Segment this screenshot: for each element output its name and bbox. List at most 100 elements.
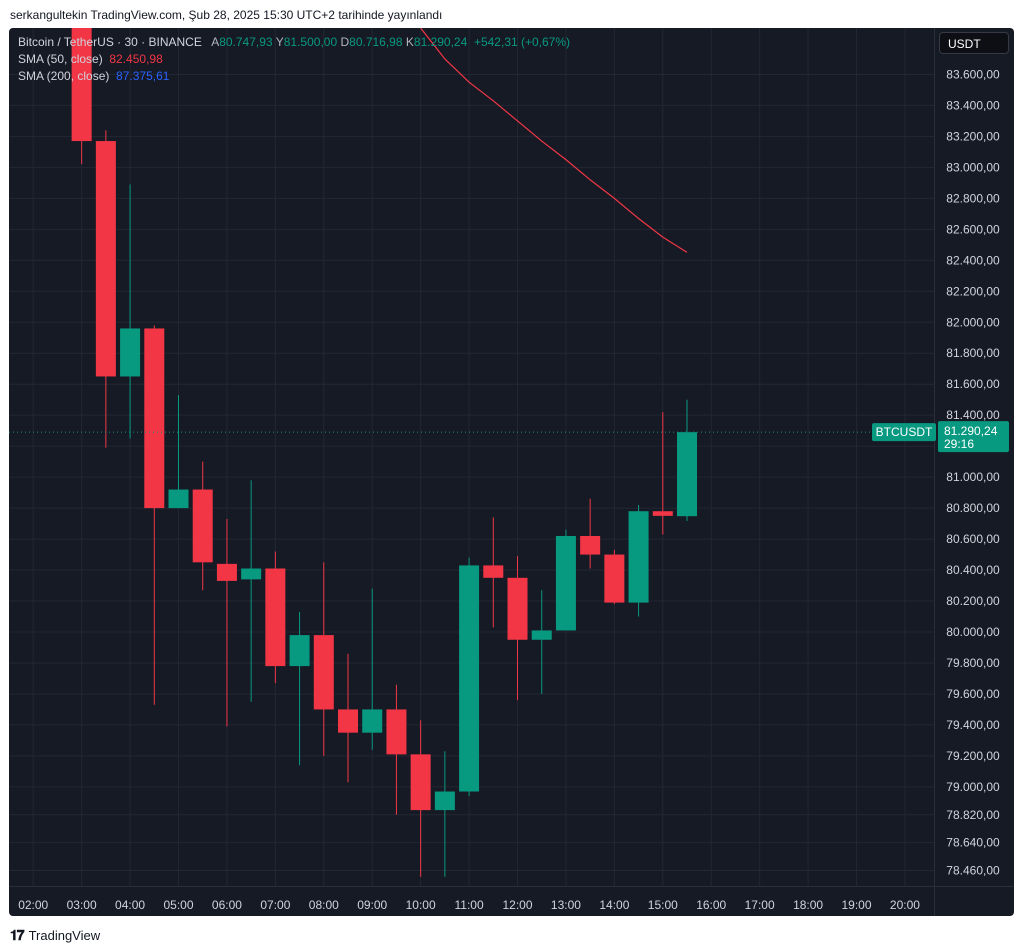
y-tick-label: 78.460,00 <box>946 864 1000 878</box>
y-tick-label: 80.600,00 <box>946 532 1000 546</box>
y-tick-label: 79.000,00 <box>946 780 1000 794</box>
last-price-tag <box>938 421 1009 453</box>
candle-body <box>338 709 359 733</box>
y-tick-label: 82.400,00 <box>946 253 1000 267</box>
y-tick-label: 82.000,00 <box>946 315 1000 329</box>
symbol-tag <box>872 423 936 442</box>
countdown-label: 29:16 <box>944 437 974 451</box>
time-axis[interactable]: 02:00 03:00 04:00 05:00 06:00 07:00 08:00 09:00… <box>18 898 920 912</box>
x-tick-label: 02:00 <box>18 898 48 912</box>
currency-button[interactable]: USDT <box>939 32 1009 54</box>
x-tick-label: 10:00 <box>406 898 436 912</box>
low-value: 80.716,98 <box>349 35 403 49</box>
candle <box>168 395 189 509</box>
candle <box>120 184 141 439</box>
x-tick-label: 19:00 <box>841 898 871 912</box>
y-tick-label: 79.400,00 <box>946 718 1000 732</box>
x-tick-label: 20:00 <box>890 898 920 912</box>
x-tick-label: 14:00 <box>599 898 629 912</box>
candle <box>192 461 213 591</box>
x-tick-label: 09:00 <box>357 898 387 912</box>
candle-body <box>555 535 576 631</box>
price-axis[interactable]: 78.460,00 78.640,00 78.820,00 79.000,00 79.2… <box>946 67 1000 877</box>
change-value: +542,31 (+0,67%) <box>473 35 571 49</box>
y-tick-label: 79.600,00 <box>946 687 1000 701</box>
symbol-title[interactable]: Bitcoin / TetherUS · 30 · BINANCE <box>18 35 202 49</box>
y-tick-label: 83.200,00 <box>946 129 1000 143</box>
candle-body <box>628 511 649 603</box>
sma50-label: SMA (50, close) <box>18 52 103 66</box>
candle <box>386 684 407 815</box>
sma50-value: 82.450,98 <box>109 52 163 66</box>
candle-body <box>241 568 262 580</box>
brand-name: TradingView <box>28 928 101 943</box>
x-tick-label: 18:00 <box>793 898 823 912</box>
candle-body <box>289 635 310 667</box>
candle <box>216 518 237 727</box>
sma200-value: 87.375,61 <box>116 69 170 83</box>
y-tick-label: 79.800,00 <box>946 656 1000 670</box>
candle-body <box>580 535 601 555</box>
candle <box>652 412 673 535</box>
y-tick-label: 81.000,00 <box>946 470 1000 484</box>
candle <box>483 517 504 628</box>
y-tick-label: 82.800,00 <box>946 191 1000 205</box>
sma200-row[interactable]: SMA (200, close) 87.375,61 <box>18 68 570 85</box>
candles <box>71 28 698 877</box>
x-tick-label: 16:00 <box>696 898 726 912</box>
x-tick-label: 03:00 <box>67 898 97 912</box>
candle <box>144 325 165 705</box>
open-value: 80.747,93 <box>219 35 273 49</box>
candle <box>362 588 383 750</box>
candle-body <box>604 554 625 603</box>
candle <box>580 498 601 569</box>
x-tick-label: 15:00 <box>648 898 678 912</box>
y-tick-label: 78.640,00 <box>946 836 1000 850</box>
y-tick-label: 80.200,00 <box>946 594 1000 608</box>
x-tick-label: 11:00 <box>455 898 484 912</box>
low-label: D <box>340 35 350 49</box>
x-tick-label: 05:00 <box>163 898 193 912</box>
x-tick-label: 17:00 <box>745 898 775 912</box>
y-tick-label: 79.200,00 <box>946 749 1000 763</box>
candle-body <box>144 328 165 509</box>
candle-body <box>507 577 528 640</box>
y-tick-label: 80.800,00 <box>946 501 1000 515</box>
candlestick-chart[interactable]: 78.460,00 78.640,00 78.820,00 79.000,00 79.2… <box>9 28 1014 916</box>
x-tick-label: 06:00 <box>212 898 242 912</box>
chart-legend: Bitcoin / TetherUS · 30 · BINANCE A80.74… <box>18 34 570 85</box>
y-tick-label: 80.400,00 <box>946 563 1000 577</box>
y-tick-label: 81.800,00 <box>946 346 1000 360</box>
candle <box>677 399 698 521</box>
candle <box>459 557 480 797</box>
symbol-tag-label: BTCUSDT <box>876 425 933 439</box>
candle <box>628 505 649 617</box>
candle <box>71 28 92 165</box>
candle <box>338 653 359 783</box>
candle <box>507 556 528 701</box>
y-tick-label: 83.400,00 <box>946 98 1000 112</box>
chart-panel[interactable]: 78.460,00 78.640,00 78.820,00 79.000,00 79.2… <box>9 28 1014 916</box>
candle-body <box>120 328 141 377</box>
candle-body <box>362 709 383 733</box>
y-tick-label: 80.000,00 <box>946 625 1000 639</box>
candle-body <box>652 511 673 516</box>
x-tick-label: 04:00 <box>115 898 145 912</box>
candle-body <box>71 28 92 142</box>
open-label: A <box>211 35 220 49</box>
y-tick-label: 78.820,00 <box>946 808 1000 822</box>
x-tick-label: 07:00 <box>260 898 290 912</box>
grid <box>9 28 1014 916</box>
sma-lines <box>420 28 688 253</box>
last-price-label: 81.290,24 <box>944 424 998 438</box>
candle-body <box>216 563 237 581</box>
candle-body <box>265 568 286 667</box>
close-value: 81.290,24 <box>413 35 468 49</box>
candle <box>410 720 431 877</box>
candle <box>95 130 116 448</box>
y-tick-label: 82.600,00 <box>946 222 1000 236</box>
candle-body <box>313 635 334 710</box>
candle <box>531 590 552 694</box>
sma50-row[interactable]: SMA (50, close) 82.450,98 <box>18 51 570 68</box>
